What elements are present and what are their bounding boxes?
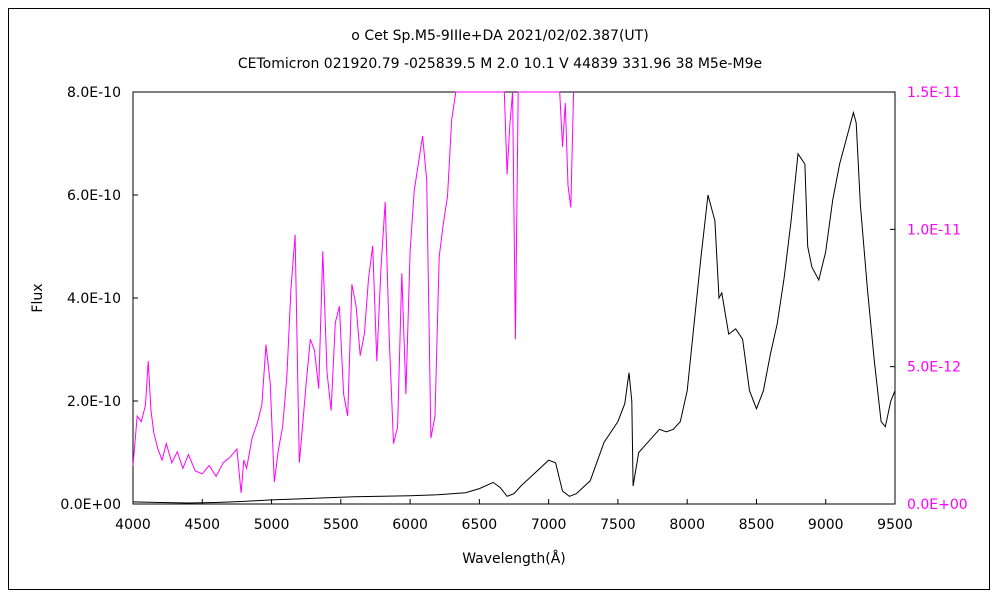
y-axis-label: Flux [30, 283, 46, 312]
x-tick-label: 6000 [392, 517, 428, 533]
chart-title: ο Cet Sp.M5-9IIIe+DA 2021/02/02.387(UT) [351, 28, 648, 44]
y-tick-label: 4.0E-10 [67, 291, 121, 307]
x-tick-label: 5000 [254, 517, 290, 533]
x-tick-label: 5500 [323, 517, 359, 533]
x-tick-label: 6500 [462, 517, 498, 533]
y2-tick-label: 5.0E-12 [907, 360, 961, 376]
x-axis-label: Wavelength(Å) [462, 550, 566, 567]
x-tick-label: 7500 [600, 517, 636, 533]
y-tick-label: 6.0E-10 [67, 188, 121, 204]
y2-tick-label: 0.0E+00 [907, 497, 968, 513]
chart-subtitle: CETomicron 021920.79 -025839.5 M 2.0 10.… [238, 56, 762, 72]
x-tick-label: 9000 [808, 517, 844, 533]
primary-series-line [132, 110, 896, 504]
x-tick-label: 8500 [739, 517, 775, 533]
y2-tick-label: 1.0E-11 [907, 222, 961, 238]
chart-frame [8, 8, 990, 590]
x-tick-label: 7000 [531, 517, 567, 533]
x-tick-label: 8000 [669, 517, 705, 533]
secondary-series-line [132, 91, 575, 494]
x-tick-label: 4500 [184, 517, 220, 533]
y2-tick-label: 1.5E-11 [907, 85, 961, 101]
y-tick-label: 8.0E-10 [67, 85, 121, 101]
x-tick-label: 9500 [877, 517, 913, 533]
y-tick-label: 2.0E-10 [67, 394, 121, 410]
y-tick-label: 0.0E+00 [60, 497, 121, 513]
x-tick-label: 4000 [115, 517, 151, 533]
